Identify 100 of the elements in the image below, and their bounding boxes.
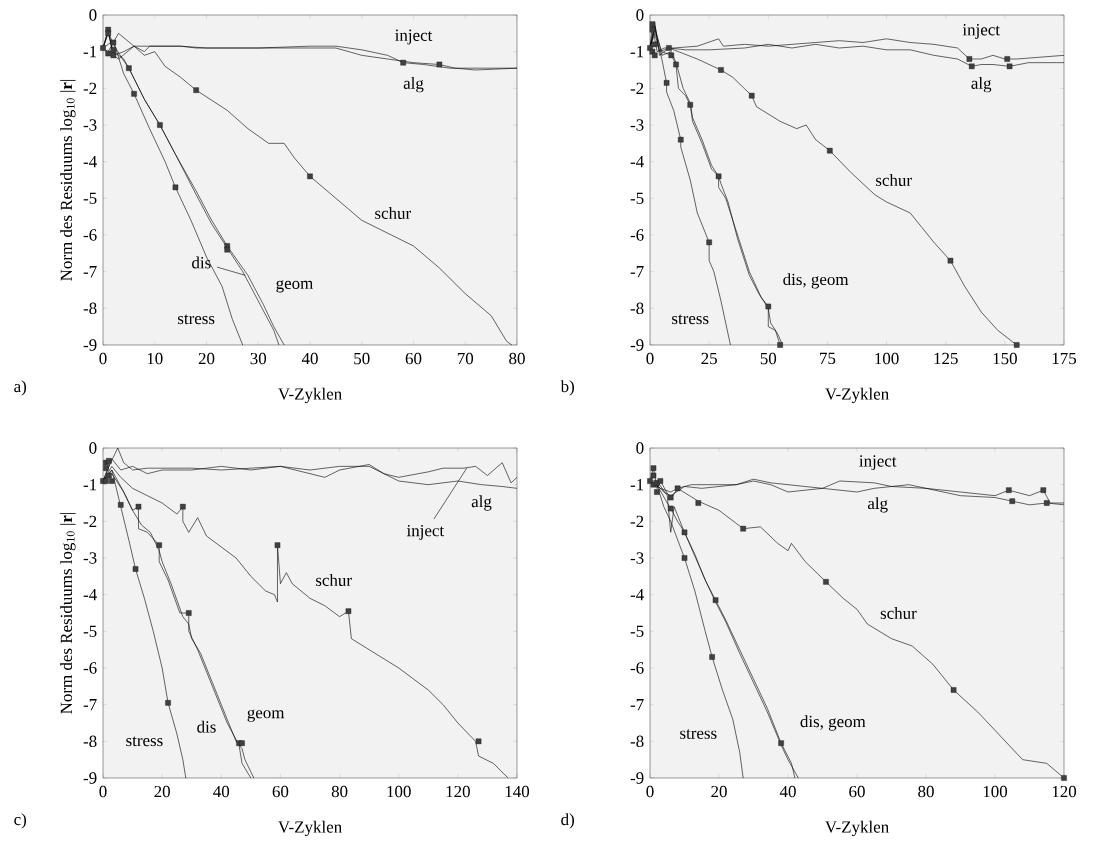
x-tick-label: 60 [849, 785, 865, 798]
x-tick-label: 40 [213, 785, 230, 798]
y-tick-label: -4 [630, 156, 644, 168]
y-tick-label: -2 [630, 82, 644, 94]
text: c) [14, 813, 27, 829]
y-tick-label: -3 [83, 552, 97, 564]
y-tick-label: -5 [630, 192, 644, 204]
x-tick-label: 0 [99, 785, 107, 798]
text: inject [406, 524, 445, 540]
y-tick-label: -2 [630, 515, 644, 527]
series-label: stress [178, 314, 215, 325]
x-tick-label: 40 [301, 352, 318, 365]
y-tick-label: -1 [83, 479, 97, 491]
y-tick-label: -2 [83, 515, 97, 527]
x-axis-title: V-Zyklen [825, 820, 889, 837]
x-tick-label: 120 [1052, 785, 1077, 798]
y-tick-label: -8 [630, 302, 644, 315]
x-tick-label: 50 [354, 352, 370, 365]
y-tick-label: -7 [83, 699, 97, 711]
y-tick-label: -2 [83, 82, 97, 94]
y-tick-label: -5 [630, 625, 644, 637]
x-tick-label: 0 [646, 785, 654, 798]
y-tick-label: -8 [83, 735, 97, 748]
x-tick-label: 20 [154, 785, 170, 798]
series-label: inject [962, 24, 1000, 39]
x-tick-label: 70 [457, 352, 474, 365]
x-tick-label: 125 [934, 352, 958, 365]
legend-label: dis [192, 256, 211, 269]
series-label: schur [316, 574, 352, 586]
y-tick-label: -1 [630, 479, 644, 491]
x-tick-label: 20 [198, 352, 215, 365]
series-label: stress [672, 314, 709, 325]
x-tick-label: 80 [509, 352, 525, 365]
series-label: dis [197, 720, 216, 733]
y-tick-label: -8 [630, 735, 644, 748]
series-label: dis, geom [783, 273, 849, 289]
x-tick-label: 100 [387, 785, 411, 798]
series-label: alg [471, 495, 492, 511]
x-axis-title: V-Zyklen [825, 387, 889, 404]
x-tick-label: 100 [983, 785, 1008, 798]
series-label: schur [375, 207, 411, 219]
y-tick-label: 0 [89, 9, 97, 21]
y-tick-label: -4 [83, 156, 97, 168]
y-tick-label: -5 [83, 192, 97, 204]
y-tick-label: -6 [630, 229, 644, 241]
x-tick-label: 100 [875, 352, 899, 365]
x-tick-label: 60 [405, 352, 422, 365]
x-tick-label: 25 [701, 352, 717, 365]
y-tick-label: 0 [636, 9, 644, 21]
y-tick-label: -3 [630, 552, 644, 564]
x-tick-label: 80 [331, 785, 348, 798]
x-tick-label: 30 [250, 352, 267, 365]
text: d) [561, 813, 574, 829]
text: b) [560, 380, 574, 396]
y-tick-label: -7 [83, 266, 97, 278]
x-tick-label: 140 [505, 785, 530, 798]
series-label: schur [880, 607, 917, 619]
y-tick-label: -3 [83, 119, 97, 131]
y-tick-label: -9 [630, 339, 644, 351]
y-tick-label: -6 [83, 662, 97, 674]
x-tick-label: 150 [993, 352, 1017, 365]
x-tick-label: 60 [272, 785, 289, 798]
y-tick-label: -6 [630, 662, 644, 674]
x-tick-label: 20 [711, 785, 727, 798]
x-axis-title: V-Zyklen [278, 820, 342, 837]
series-label: stress [126, 736, 163, 747]
y-tick-label: -1 [83, 46, 97, 58]
x-tick-label: 0 [99, 352, 107, 365]
x-tick-label: 175 [1052, 352, 1077, 365]
y-tick-label: 0 [89, 442, 97, 454]
x-tick-label: 40 [779, 785, 796, 798]
series-label: alg [403, 76, 424, 93]
x-tick-label: 0 [646, 352, 654, 365]
x-tick-label: 50 [760, 352, 777, 365]
series-label: geom [276, 280, 314, 293]
y-tick-label: -5 [83, 625, 97, 637]
series-label: alg [867, 497, 888, 513]
y-tick-label: -1 [630, 46, 644, 58]
y-tick-label: -6 [83, 229, 97, 241]
text: a) [14, 380, 27, 396]
y-axis-title: Norm des Residuums log$_{10}$ |r| [60, 512, 76, 714]
y-axis-title: Norm des Residuums log$_{10}$ |r| [60, 79, 76, 281]
y-tick-label: -3 [630, 119, 644, 131]
x-tick-label: 80 [918, 785, 934, 798]
y-tick-label: -9 [630, 772, 644, 784]
y-tick-label: -4 [83, 589, 97, 601]
y-tick-label: -7 [630, 699, 644, 711]
y-tick-label: -7 [630, 266, 644, 278]
x-tick-label: 10 [147, 352, 163, 365]
series-label: schur [876, 174, 912, 186]
y-tick-label: -8 [83, 302, 97, 315]
series-label: dis, geom [800, 715, 866, 731]
series-label: stress [680, 729, 717, 739]
y-tick-label: 0 [636, 442, 644, 454]
x-axis-title: V-Zyklen [278, 387, 342, 404]
x-tick-label: 120 [446, 785, 470, 798]
y-tick-label: -9 [83, 339, 97, 351]
series-label: inject [395, 29, 433, 45]
y-tick-label: -4 [630, 589, 644, 601]
y-tick-label: -9 [83, 772, 97, 784]
